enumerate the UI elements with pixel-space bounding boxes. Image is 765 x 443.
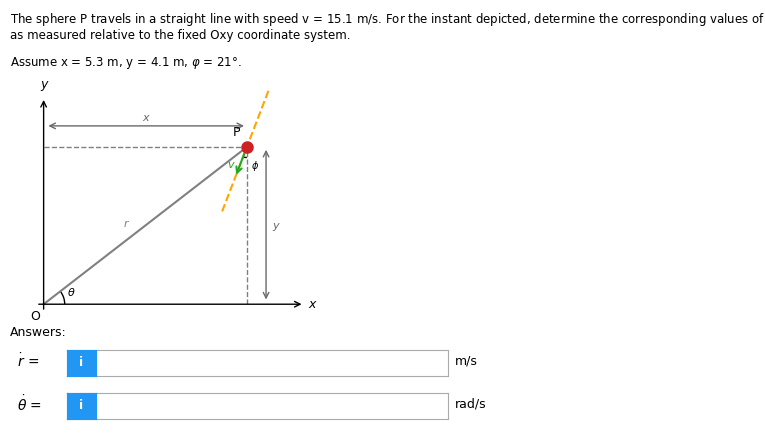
Text: y: y xyxy=(40,78,47,91)
Text: Answers:: Answers: xyxy=(10,326,67,338)
Text: x: x xyxy=(142,113,148,123)
Text: The sphere P travels in a straight line with speed v = 15.1 m/s. For the instant: The sphere P travels in a straight line … xyxy=(10,10,765,29)
Text: Assume x = 5.3 m, y = 4.1 m, $\varphi$ = 21$\degree$.: Assume x = 5.3 m, y = 4.1 m, $\varphi$ =… xyxy=(10,55,242,71)
Text: r: r xyxy=(123,219,128,229)
Text: $\dot{r}$ =: $\dot{r}$ = xyxy=(17,352,39,370)
Text: x: x xyxy=(308,298,316,311)
Text: O: O xyxy=(30,310,40,323)
Text: P: P xyxy=(233,126,240,139)
Text: v: v xyxy=(228,160,234,170)
Text: i: i xyxy=(80,356,83,369)
Text: $\theta$: $\theta$ xyxy=(67,287,76,299)
Text: i: i xyxy=(80,399,83,412)
Text: $\phi$: $\phi$ xyxy=(251,159,259,173)
Text: m/s: m/s xyxy=(454,354,477,368)
Text: rad/s: rad/s xyxy=(454,397,486,411)
Text: as measured relative to the fixed Oxy coordinate system.: as measured relative to the fixed Oxy co… xyxy=(10,29,350,42)
Text: y: y xyxy=(272,221,278,231)
Text: $\dot{\theta}$ =: $\dot{\theta}$ = xyxy=(17,394,42,414)
